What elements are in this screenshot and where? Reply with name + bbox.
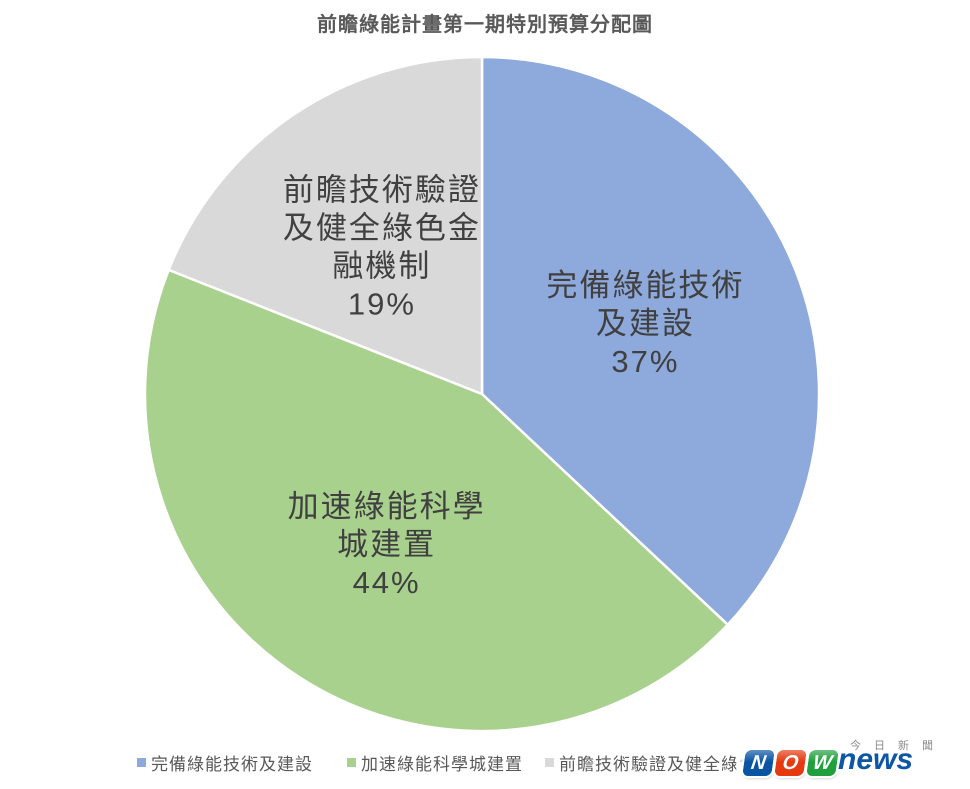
legend-marker-2 bbox=[347, 758, 356, 767]
pie-slice-label-2: 加速綠能科學城建置 44% bbox=[288, 489, 486, 600]
logo-block-w: W bbox=[806, 750, 839, 776]
chart-title: 前瞻綠能計畫第一期特別預算分配圖 bbox=[317, 14, 653, 36]
legend-marker-3 bbox=[545, 758, 554, 767]
pie-slice-label-3: 前瞻技術驗證及健全綠色金融機制 19% bbox=[283, 172, 481, 321]
nownews-tagline: 今日新聞 bbox=[850, 740, 946, 752]
logo-block-n: N bbox=[742, 750, 775, 776]
legend-label-1: 完備綠能技術及建設 bbox=[151, 755, 313, 774]
legend-marker-1 bbox=[137, 758, 146, 767]
pie-slice-label-1: 完備綠能技術及建設 37% bbox=[546, 268, 744, 379]
pie-slice-1 bbox=[480, 55, 821, 626]
nownews-wordmark: news bbox=[838, 743, 914, 776]
legend-item-1: 完備綠能技術及建設 bbox=[137, 750, 313, 775]
pie-slice-2 bbox=[143, 268, 729, 733]
pie-slice-3 bbox=[167, 55, 484, 396]
pie-chart: 完備綠能技術及建設 37% 加速綠能科學城建置 44% 前瞻技術驗證及健全綠色金融機制 1… bbox=[143, 55, 821, 733]
legend-item-2: 加速綠能科學城建置 bbox=[347, 750, 523, 775]
legend-label-2: 加速綠能科學城建置 bbox=[361, 755, 523, 774]
logo-block-o: O bbox=[774, 750, 807, 776]
